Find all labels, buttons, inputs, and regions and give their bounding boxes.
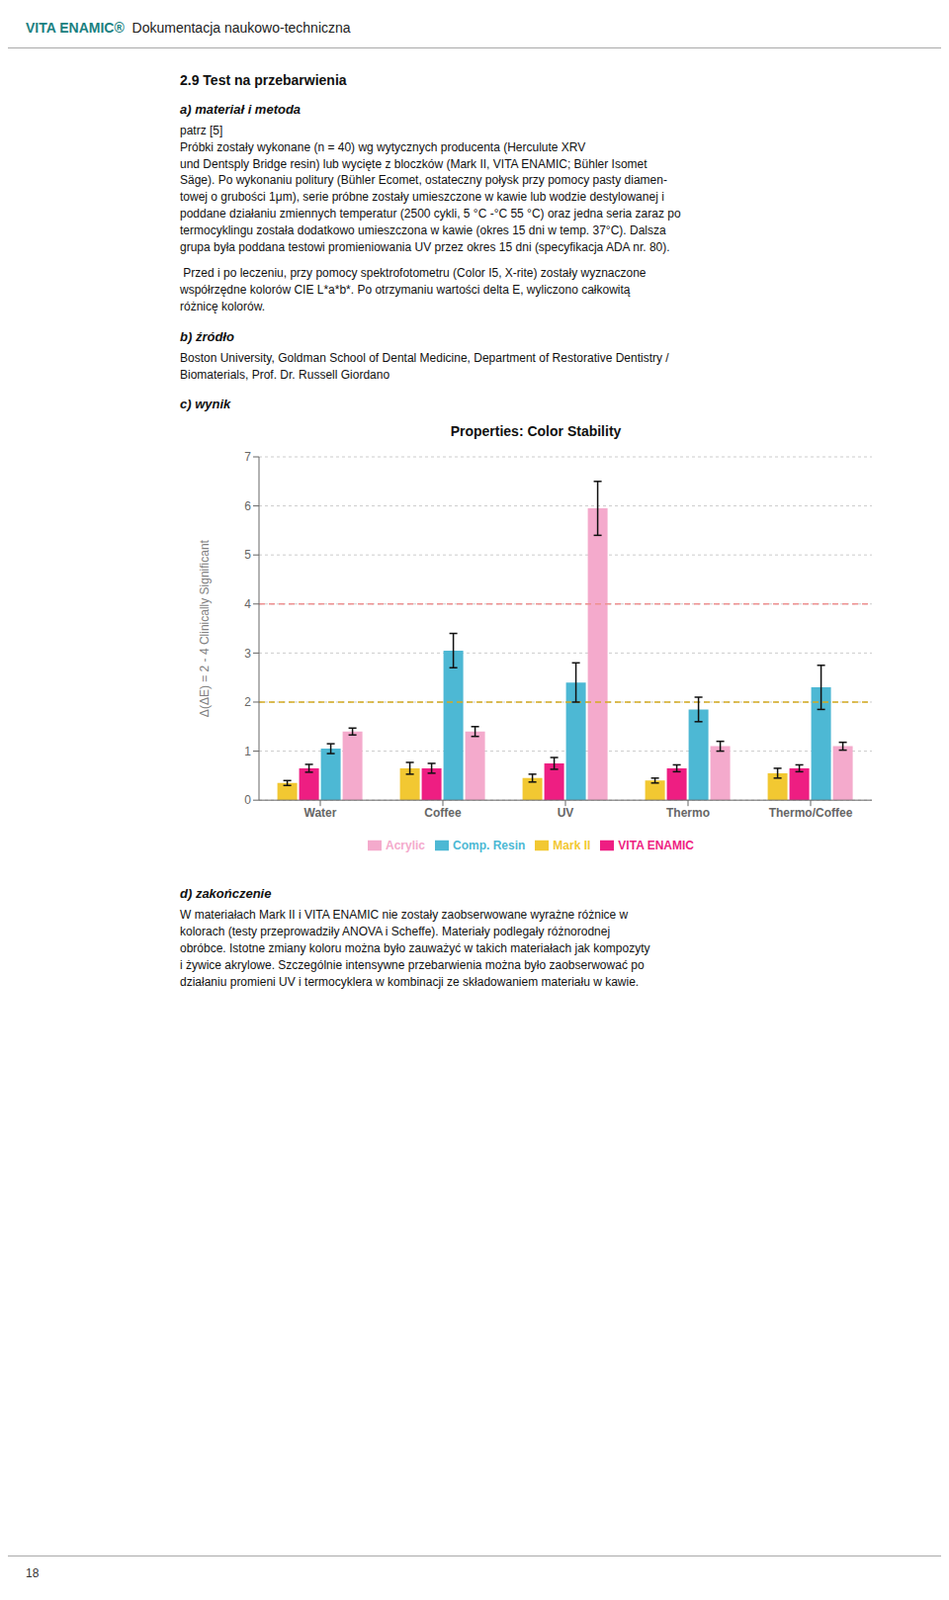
html-text:Mark II: Mark II — [552, 837, 591, 852]
html-text:b) źródło: b) źródło — [179, 328, 235, 344]
html-text:a) materiał i metoda: a) materiał i metoda — [179, 101, 301, 117]
html-text:patrz [5] Próbki zostały wykon: patrz [5] Próbki zostały wykonane (n = 4… — [179, 123, 681, 254]
svg-text:2: 2 — [244, 695, 252, 710]
html-text:W materiałach Mark II i VITA E: W materiałach Mark II i VITA ENAMIC nie … — [179, 907, 650, 989]
svg-text:Water: Water — [304, 805, 338, 820]
svg-text:6: 6 — [244, 499, 252, 514]
svg-text:7: 7 — [244, 450, 252, 465]
svg-text:Coffee: Coffee — [424, 805, 462, 820]
svg-text:UV: UV — [557, 805, 575, 820]
svg-text:1: 1 — [244, 744, 252, 759]
html-text:VITA ENAMIC: VITA ENAMIC — [618, 837, 694, 852]
html-text:2.9 Test na przebarwienia: 2.9 Test na przebarwienia — [179, 72, 347, 88]
svg-text:Thermo: Thermo — [666, 805, 710, 820]
html-text:Przed i po leczeniu, przy pomo: Przed i po leczeniu, przy pomocy spektro… — [179, 266, 647, 314]
html-text:Properties: Color Stability: Properties: Color Stability — [450, 423, 622, 440]
svg-text:Thermo/Coffee: Thermo/Coffee — [769, 805, 854, 820]
svg-text:0: 0 — [244, 793, 252, 808]
html-text:Boston University, Goldman Sch: Boston University, Goldman School of Den… — [179, 350, 669, 382]
svg-text:5: 5 — [244, 548, 252, 563]
svg-text:Δ(ΔE) = 2 - 4 Clinically Signi: Δ(ΔE) = 2 - 4 Clinically Significant — [197, 539, 212, 718]
html-text:Comp. Resin: Comp. Resin — [452, 837, 526, 852]
html-text:d) zakończenie: d) zakończenie — [179, 886, 272, 901]
svg-text:3: 3 — [244, 646, 252, 661]
html-text:Acrylic: Acrylic — [385, 837, 426, 852]
html-text:c) wynik: c) wynik — [179, 396, 231, 412]
html-text:VITA ENAMIC® Dokumentacja nauk: VITA ENAMIC® Dokumentacja naukowo-techni… — [25, 19, 351, 36]
html-text:18: 18 — [25, 1565, 39, 1580]
svg-text:4: 4 — [244, 597, 252, 611]
